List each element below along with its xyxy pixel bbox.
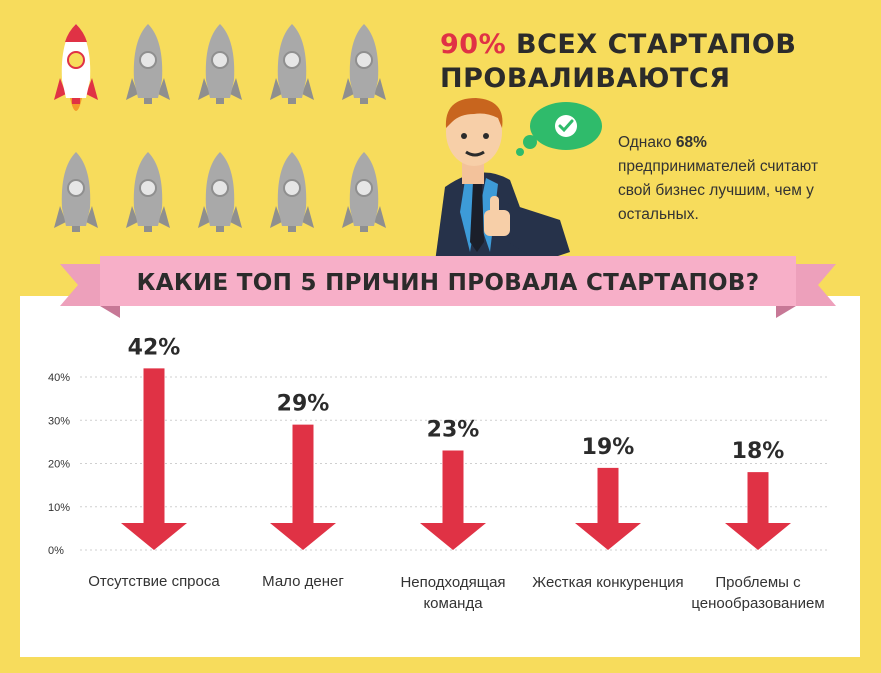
y-tick-label: 40% [48, 372, 70, 384]
bar-arrow [725, 472, 791, 550]
category-label: Проблемы с ценообразованием [691, 574, 825, 612]
category-label: Мало денег [262, 573, 344, 590]
rocket-grounded-icon [340, 20, 388, 120]
category-label: Неподходящая команда [400, 574, 506, 612]
y-tick-label: 30% [48, 415, 70, 427]
bar-arrow [121, 368, 187, 550]
y-tick-label: 20% [48, 459, 70, 471]
headline: 90% ВСЕХ СТАРТАПОВ ПРОВАЛИВАЮТСЯ [440, 28, 796, 96]
bar-arrow [575, 467, 641, 550]
category-label: Жесткая конкуренция [532, 574, 684, 591]
chart-panel: 0% 10% 20% 30% 40% 42% 29% 23% 19% 18% Отсутствие… [20, 296, 860, 657]
bar-arrow [420, 450, 486, 550]
thought-bubble-check-icon [516, 102, 602, 156]
category-label: Отсутствие спроса [88, 573, 220, 590]
bar-arrow [270, 424, 336, 550]
businessman-thumbs-up-icon [435, 98, 570, 262]
bar-chart: 0% 10% 20% 30% 40% 42% 29% 23% 19% 18% [48, 335, 830, 557]
y-tick-label: 0% [48, 545, 64, 557]
y-tick-label: 10% [48, 502, 70, 514]
rocket-grounded-icon [268, 20, 316, 120]
rocket-grounded-icon [196, 148, 244, 248]
rocket-grounded-icon [124, 20, 172, 120]
side-note: Однако 68% предпринимателей считают свой… [618, 131, 848, 227]
rocket-grounded-icon [124, 148, 172, 248]
ribbon-icon [60, 256, 836, 318]
title-banner: КАКИЕ ТОП 5 ПРИЧИН ПРОВАЛА СТАРТАПОВ? [60, 254, 836, 324]
headline-line1: ВСЕХ СТАРТАПОВ [506, 29, 797, 60]
side-note-highlight: 68% [675, 134, 707, 151]
rocket-grounded-icon [268, 148, 316, 248]
headline-line2: ПРОВАЛИВАЮТСЯ [440, 63, 731, 94]
rocket-grounded-icon [52, 148, 100, 248]
data-label: 18% [732, 439, 785, 464]
data-label: 19% [582, 435, 635, 460]
rocket-grounded-icon [196, 20, 244, 120]
side-note-prefix: Однако [618, 134, 676, 151]
rocket-launched-icon [52, 20, 100, 120]
side-note-text: предпринимателей считают свой бизнес луч… [618, 158, 819, 223]
chart-title: КАКИЕ ТОП 5 ПРИЧИН ПРОВАЛА СТАРТАПОВ? [136, 270, 760, 296]
data-label: 29% [277, 392, 330, 417]
data-label: 23% [427, 418, 480, 443]
headline-percent: 90% [440, 29, 507, 60]
rocket-grounded-icon [340, 148, 388, 248]
data-label: 42% [128, 335, 181, 360]
